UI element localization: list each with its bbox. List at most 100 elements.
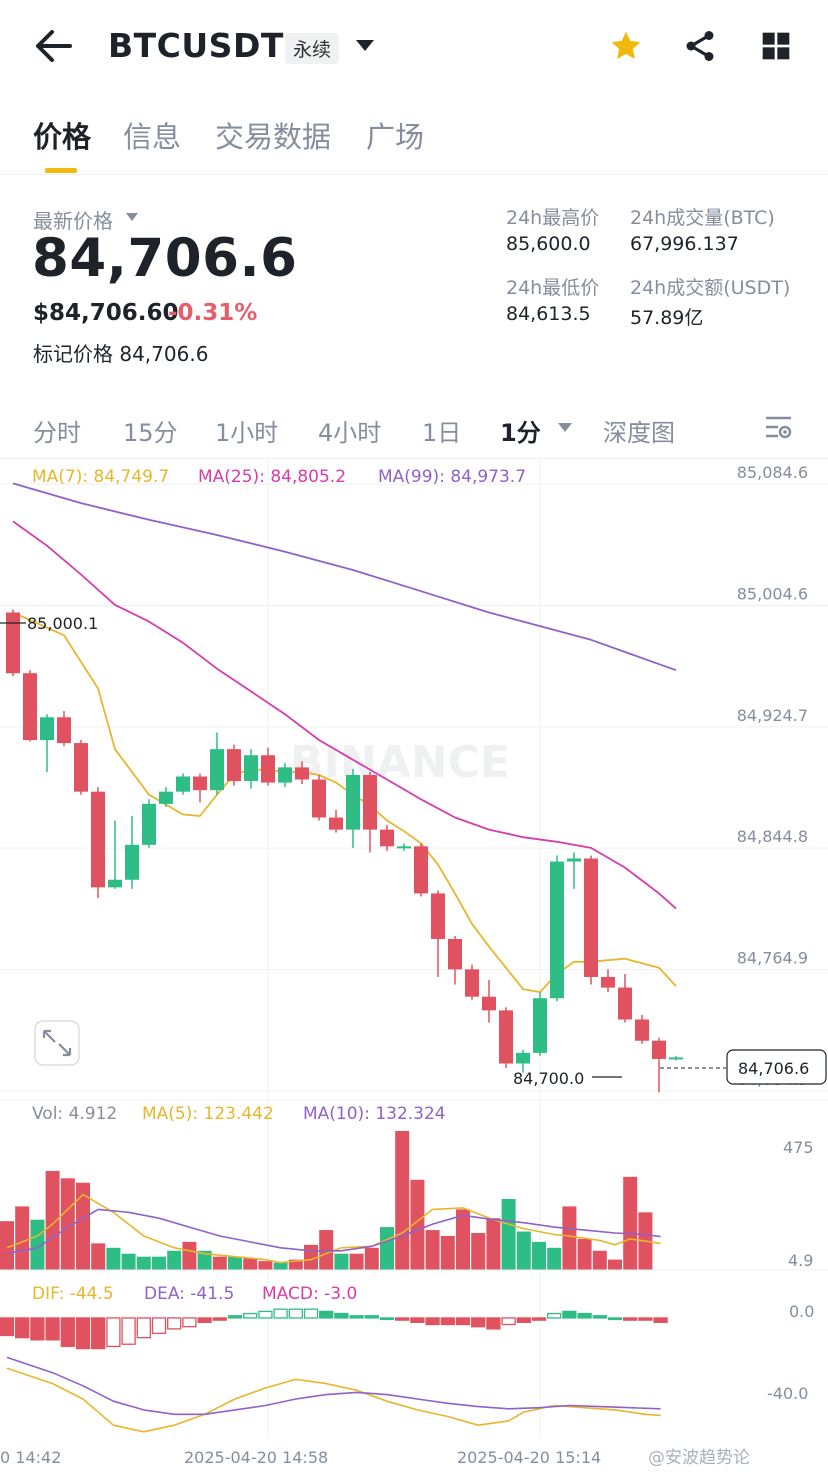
tab-trading-data[interactable]: 交易数据 [215, 120, 332, 154]
macd-bar [15, 1317, 30, 1339]
latest-price-label[interactable]: 最新价格 [33, 209, 113, 233]
interval-15m[interactable]: 15分 [123, 419, 178, 447]
tab-price[interactable]: 价格 [33, 120, 92, 154]
macd-bar [227, 1315, 243, 1319]
macd-bar [60, 1317, 75, 1348]
candle-body [499, 1010, 513, 1064]
mark-price: 标记价格 84,706.6 [33, 338, 208, 367]
candle-body [618, 987, 632, 1020]
volume-bar [258, 1261, 273, 1270]
volume-bar [516, 1231, 531, 1270]
footer-watermark: @安波趋势论 [648, 1448, 750, 1468]
candle-body [227, 749, 241, 782]
candle-body [40, 717, 54, 741]
vol-usdt-value: 57.89亿 [630, 307, 704, 329]
caret-down-icon[interactable] [126, 213, 138, 221]
volume-bar [456, 1209, 470, 1270]
macd-bar [273, 1308, 288, 1319]
candle-body [482, 996, 496, 1011]
macd-bar [547, 1312, 562, 1319]
usd-price: $84,706.60 [33, 300, 179, 326]
macd-bar [0, 1317, 15, 1337]
macd-bar [379, 1317, 395, 1321]
ma7-line [12, 611, 677, 993]
candle-body [176, 776, 190, 792]
macd-bar [30, 1317, 45, 1341]
volume-label: Vol: 4.912 [32, 1104, 117, 1124]
volume-bar [228, 1256, 242, 1270]
macd-bar [45, 1317, 60, 1341]
volume-bar [273, 1262, 288, 1270]
volume-bar [243, 1258, 258, 1270]
volume-bar [60, 1178, 75, 1270]
expand-icon[interactable] [34, 1020, 80, 1066]
candle-body [363, 774, 377, 830]
volume-bars [0, 1131, 668, 1270]
price-axis-tick: 84,844.8 [737, 827, 808, 846]
volume-axis-top: 475 [783, 1138, 814, 1157]
volume-bar [0, 1221, 14, 1270]
volume-bar [547, 1247, 562, 1270]
interval-4h[interactable]: 4小时 [318, 419, 382, 447]
macd-bar [136, 1317, 151, 1339]
volume-ma5-label: MA(5): 123.442 [142, 1104, 274, 1124]
macd-bar [395, 1317, 410, 1321]
volume-bar [167, 1250, 182, 1270]
tab-info[interactable]: 信息 [123, 120, 182, 154]
candles [6, 609, 683, 1093]
candle-body [346, 774, 360, 830]
low-marker-label: 84,700.0 [513, 1069, 584, 1088]
interval-depth[interactable]: 深度图 [603, 419, 675, 447]
interval-1h[interactable]: 1小时 [215, 419, 279, 447]
tab-square[interactable]: 广场 [366, 120, 425, 154]
macd-bar [425, 1317, 440, 1326]
volume-bar [608, 1259, 622, 1270]
candle-body [329, 817, 343, 830]
legend-ma7: MA(7): 84,749.7 [32, 467, 169, 487]
macd-bar [197, 1317, 212, 1323]
time-tick-2: 2025-04-20 14:58 [184, 1448, 328, 1467]
volume-bar [334, 1253, 349, 1270]
candle-body [533, 998, 547, 1053]
macd-bar [516, 1317, 531, 1323]
volume-bar [395, 1131, 410, 1270]
interval-line[interactable]: 分时 [33, 419, 81, 447]
star-icon[interactable] [608, 28, 644, 68]
candle-body [295, 767, 309, 780]
macd-bar [91, 1317, 106, 1350]
candle-body [567, 858, 581, 862]
interval-caret-icon[interactable] [558, 423, 572, 432]
volume-bar [212, 1256, 227, 1270]
macd-histogram [0, 1308, 668, 1350]
interval-1d[interactable]: 1日 [422, 419, 462, 447]
price-axis-tick: 85,084.6 [737, 463, 808, 482]
volume-bar [425, 1230, 440, 1270]
volume-bar [288, 1259, 303, 1270]
candle-body [584, 858, 598, 977]
symbol-title[interactable]: BTCUSDT [108, 26, 284, 65]
macd-bar [623, 1317, 638, 1321]
volume-ma5-line [6, 1193, 661, 1264]
kline-chart[interactable]: BINANCE MA(7): 84,749.7 MA(25): 84,805.2… [0, 459, 828, 1474]
chart-settings-icon[interactable] [764, 413, 794, 447]
volume-bar [91, 1243, 106, 1270]
macd-bar [121, 1317, 136, 1345]
candle-body [414, 846, 428, 894]
macd-bar [349, 1315, 364, 1319]
chevron-down-icon[interactable] [356, 40, 374, 51]
share-icon[interactable] [682, 28, 718, 68]
candle-body [397, 846, 411, 849]
volume-bar [121, 1253, 136, 1270]
volume-bar [592, 1250, 607, 1270]
price-axis-tick: 84,764.9 [737, 949, 808, 968]
low-24h-value: 84,613.5 [506, 303, 591, 325]
volume-ma10-label: MA(10): 132.324 [303, 1104, 446, 1124]
high-24h-value: 85,600.0 [506, 233, 591, 255]
volume-bar [15, 1206, 30, 1270]
candle-body [278, 767, 292, 783]
interval-1m[interactable]: 1分 [500, 419, 541, 447]
back-arrow-icon[interactable] [30, 22, 78, 70]
price-change-percent: -0.31% [168, 300, 258, 326]
grid-icon[interactable] [760, 30, 792, 66]
candle-body [91, 791, 105, 888]
